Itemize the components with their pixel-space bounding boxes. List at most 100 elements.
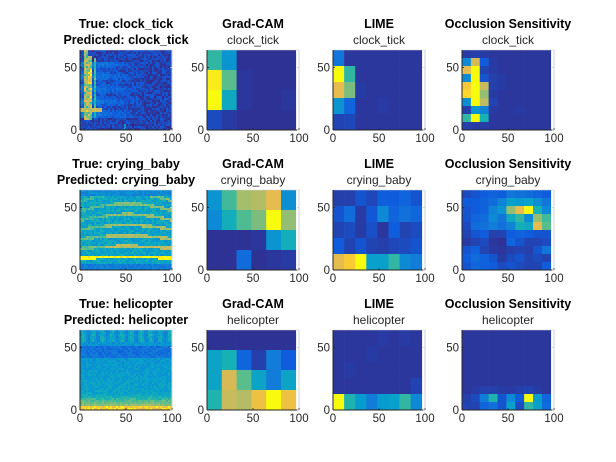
spectrogram-cell: [162, 120, 165, 123]
spectrogram-cell: [154, 110, 157, 113]
spectrogram-cell: [96, 242, 99, 245]
spectrogram-cell: [136, 220, 139, 223]
spectrogram-cell: [170, 126, 173, 129]
spectrogram-cell: [148, 230, 151, 233]
spectrogram-cell: [134, 232, 137, 235]
spectrogram-cell: [134, 62, 137, 65]
spectrogram-cell: [114, 216, 117, 219]
spectrogram-cell: [136, 102, 139, 105]
spectrogram-cell: [94, 70, 97, 73]
spectrogram-cell: [152, 200, 155, 203]
spectrogram-cell: [140, 76, 143, 79]
spectrogram-cell: [110, 112, 113, 115]
spectrogram-cell: [136, 248, 139, 251]
spectrogram-cell: [120, 202, 123, 205]
spectrogram-cell: [154, 100, 157, 103]
spectrogram-cell: [112, 80, 115, 83]
x-tick-label: 100: [289, 273, 308, 285]
spectrogram-cell: [138, 234, 141, 237]
spectrogram-cell: [116, 360, 119, 363]
spectrogram-cell: [134, 266, 137, 269]
spectrogram-cell: [142, 268, 145, 271]
spectrogram-cell: [118, 266, 121, 269]
spectrogram-cell: [86, 350, 89, 353]
spectrogram-cell: [166, 56, 169, 59]
spectrogram-cell: [110, 240, 113, 243]
spectrogram-cell: [138, 246, 141, 249]
spectrogram-cell: [114, 396, 117, 399]
spectrogram-cell: [142, 266, 145, 269]
spectrogram-cell: [164, 76, 167, 79]
spectrogram-cell: [104, 348, 107, 351]
spectrogram-cell: [98, 408, 101, 411]
spectrogram-cell: [150, 192, 153, 195]
spectrogram-cell: [154, 56, 157, 59]
spectrogram-cell: [160, 240, 163, 243]
spectrogram-cell: [102, 232, 105, 235]
spectrogram-cell: [96, 374, 99, 377]
spectrogram-cell: [108, 216, 111, 219]
spectrogram-cell: [104, 248, 107, 251]
spectrogram-cell: [88, 396, 91, 399]
spectrogram-cell: [120, 364, 123, 367]
spectrogram-cell: [86, 226, 89, 229]
spectrogram-cell: [154, 86, 157, 89]
spectrogram-cell: [156, 112, 159, 115]
spectrogram-cell: [166, 262, 169, 265]
spectrogram-cell: [112, 64, 115, 67]
spectrogram-cell: [156, 56, 159, 59]
spectrogram-cell: [112, 238, 115, 241]
spectrogram-cell: [108, 82, 111, 85]
spectrogram-cell: [124, 70, 127, 73]
spectrogram-cell: [122, 116, 125, 119]
spectrogram-cell: [158, 58, 161, 61]
spectrogram-cell: [144, 82, 147, 85]
spectrogram-cell: [118, 78, 121, 81]
spectrogram-cell: [166, 82, 169, 85]
spectrogram-cell: [168, 60, 171, 63]
heatmap-cell: [366, 82, 378, 99]
spectrogram-cell: [156, 206, 159, 209]
spectrogram-cell: [82, 258, 85, 261]
spectrogram-cell: [116, 336, 119, 339]
spectrogram-cell: [102, 90, 105, 93]
spectrogram-cell: [138, 200, 141, 203]
spectrogram-cell: [126, 78, 129, 81]
spectrogram-cell: [168, 252, 171, 255]
spectrogram-cell: [166, 196, 169, 199]
spectrogram-cell: [146, 120, 149, 123]
spectrogram-cell: [138, 66, 141, 69]
spectrogram-cell: [98, 392, 101, 395]
spectrogram-cell: [88, 228, 91, 231]
spectrogram-cell: [118, 104, 121, 107]
spectrogram-cell: [140, 268, 143, 271]
spectrogram-cell: [100, 198, 103, 201]
heatmap-cell: [377, 206, 389, 223]
spectrogram-cell: [158, 220, 161, 223]
spectrogram-cell: [146, 96, 149, 99]
spectrogram-cell: [156, 250, 159, 253]
spectrogram-cell: [154, 224, 157, 227]
spectrogram-cell: [92, 124, 95, 127]
spectrogram-cell: [140, 246, 143, 249]
spectrogram-cell: [124, 200, 127, 203]
spectrogram-cell: [90, 362, 93, 365]
spectrogram-cell: [168, 106, 171, 109]
spectrogram-cell: [122, 104, 125, 107]
spectrogram-cell: [124, 226, 127, 229]
spectrogram-cell: [104, 374, 107, 377]
spectrogram-cell: [80, 78, 83, 81]
spectrogram-cell: [106, 118, 109, 121]
spectrogram-cell: [134, 228, 137, 231]
spectrogram-cell: [82, 338, 85, 341]
spectrogram-cell: [102, 54, 105, 57]
spectrogram-cell: [156, 96, 159, 99]
spectrogram-cell: [98, 210, 101, 213]
spectrogram-cell: [160, 196, 163, 199]
spectrogram-cell: [100, 102, 103, 105]
spectrogram-cell: [140, 210, 143, 213]
spectrogram-cell: [126, 70, 129, 73]
spectrogram-cell: [160, 90, 163, 93]
spectrogram-cell: [116, 384, 119, 387]
spectrogram-cell: [118, 336, 121, 339]
